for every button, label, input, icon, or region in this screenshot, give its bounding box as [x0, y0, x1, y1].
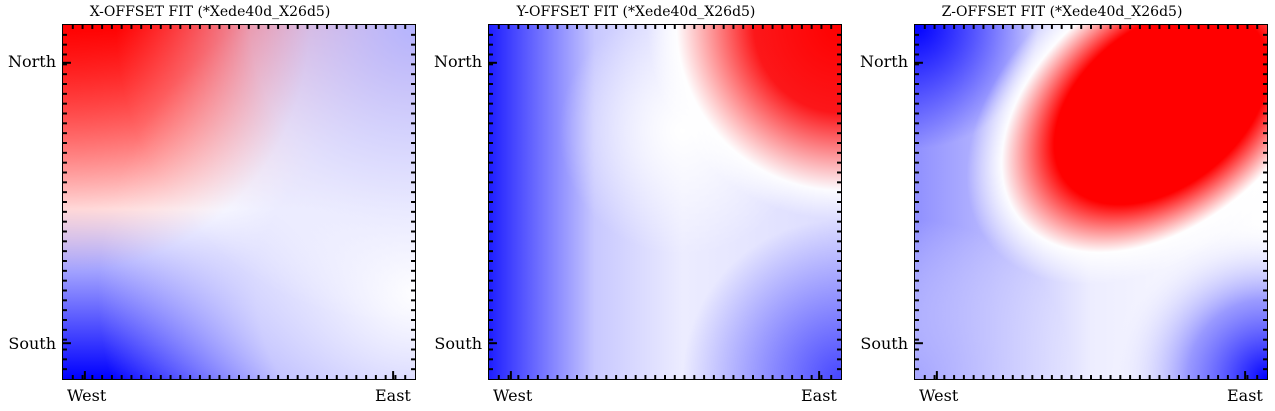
x-offset-heatmap: [62, 24, 416, 380]
x-tick-label-east: East: [1227, 386, 1263, 405]
z-offset-panel: Z-OFFSET FIT (*Xede40d_X26d5) North Sout…: [852, 0, 1272, 411]
x-tick-label-west: West: [493, 386, 533, 405]
chart-title: X-OFFSET FIT (*Xede40d_X26d5): [89, 4, 331, 20]
x-tick-label-east: East: [375, 386, 411, 405]
axis-ticks: [489, 25, 841, 379]
y-tick-label-north: North: [7, 52, 56, 71]
x-offset-panel: X-OFFSET FIT (*Xede40d_X26d5) North Sout…: [0, 0, 420, 411]
axis-ticks: [915, 25, 1267, 379]
heatmap-northeast-layer: [489, 25, 841, 379]
x-tick-label-west: West: [919, 386, 959, 405]
y-tick-label-south: South: [434, 334, 482, 353]
y-tick-label-south: South: [860, 334, 908, 353]
y-tick-label-north: North: [433, 52, 482, 71]
heatmap-svg: [915, 25, 1267, 379]
chart-title: Z-OFFSET FIT (*Xede40d_X26d5): [941, 4, 1183, 20]
x-tick-label-east: East: [801, 386, 837, 405]
x-tick-label-west: West: [67, 386, 107, 405]
z-offset-heatmap: [914, 24, 1268, 380]
y-tick-label-north: North: [859, 52, 908, 71]
heatmap-svg: [489, 25, 841, 379]
heatmap-svg: [63, 25, 415, 379]
y-offset-heatmap: [488, 24, 842, 380]
heatmap-northwest-layer: [63, 25, 415, 379]
y-tick-label-south: South: [8, 334, 56, 353]
axis-ticks: [63, 25, 415, 379]
y-offset-panel: Y-OFFSET FIT (*Xede40d_X26d5) North Sout…: [426, 0, 846, 411]
heatmap-red-lobe-layer: [915, 25, 1267, 379]
chart-title: Y-OFFSET FIT (*Xede40d_X26d5): [516, 4, 756, 20]
